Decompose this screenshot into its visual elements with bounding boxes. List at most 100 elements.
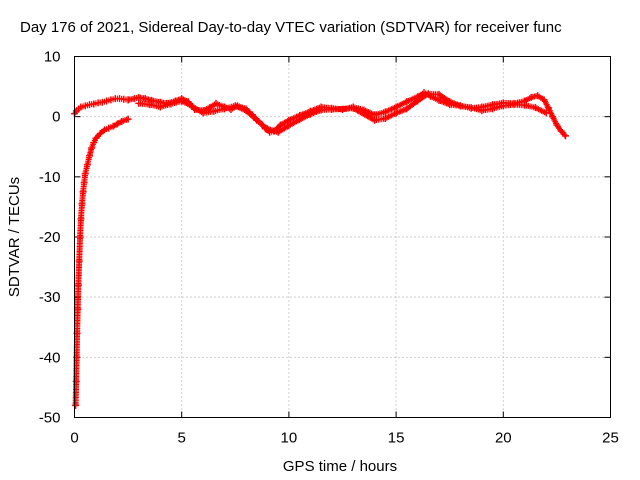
y-tick-label: -50 (39, 410, 61, 427)
data-point (231, 102, 239, 110)
x-tick-label: 5 (178, 430, 186, 447)
data-point (435, 96, 443, 104)
data-point (92, 134, 100, 142)
data-point (135, 93, 143, 101)
data-point (75, 257, 83, 265)
data-point (544, 104, 552, 112)
data-point (135, 99, 143, 107)
data-point (79, 188, 87, 196)
data-point (212, 99, 220, 107)
data-point (371, 116, 379, 124)
data-point (467, 104, 475, 112)
data-point (156, 103, 164, 111)
data-point (276, 121, 284, 129)
data-point (540, 96, 548, 104)
data-point (553, 121, 561, 129)
data-point (296, 116, 304, 124)
series-group (135, 90, 550, 136)
data-point (80, 179, 88, 187)
data-point (381, 114, 389, 122)
data-point (107, 96, 115, 104)
data-point (446, 98, 454, 106)
data-point (456, 102, 464, 110)
data-point (392, 109, 400, 117)
data-point (542, 109, 550, 117)
data-point (381, 108, 389, 116)
data-point (124, 115, 132, 123)
data-point (88, 144, 96, 152)
series-group (72, 115, 132, 409)
data-point (521, 101, 529, 109)
data-point (77, 215, 85, 223)
data-point (527, 93, 535, 101)
data-point (86, 152, 94, 160)
data-point (274, 128, 282, 136)
data-point (77, 103, 85, 111)
data-point (510, 101, 518, 109)
data-point (435, 90, 443, 98)
grid (74, 56, 611, 418)
x-tick-label: 0 (70, 430, 78, 447)
data-point (221, 105, 229, 113)
data-point (90, 139, 98, 147)
plot-frame (74, 56, 611, 418)
data-point (76, 233, 84, 241)
x-tick-label: 20 (495, 430, 512, 447)
data-point (210, 107, 218, 115)
x-axis-label: GPS time / hours (283, 458, 397, 475)
y-tick-label: -20 (39, 229, 61, 246)
y-tick-label: -30 (39, 289, 61, 306)
data-series (71, 89, 569, 409)
x-tick-label: 10 (281, 430, 298, 447)
data-point (561, 132, 569, 140)
data-point (96, 130, 104, 138)
data-point (253, 116, 261, 124)
data-point (263, 125, 271, 133)
data-point (74, 305, 82, 313)
data-point (557, 127, 565, 135)
x-tick-label: 25 (602, 430, 619, 447)
data-point (78, 200, 86, 208)
data-point (317, 106, 325, 114)
data-point (489, 105, 497, 113)
data-point (113, 120, 121, 128)
data-point (81, 102, 89, 110)
data-point (285, 122, 293, 130)
data-point (146, 101, 154, 109)
data-point (83, 161, 91, 169)
data-point (74, 281, 82, 289)
data-point (103, 97, 111, 105)
data-point (499, 102, 507, 110)
y-axis-label: SDTVAR / TECUs (6, 177, 23, 297)
data-point (167, 100, 175, 108)
data-point (109, 122, 117, 130)
data-point (403, 98, 411, 106)
data-point (72, 377, 80, 385)
data-point (392, 103, 400, 111)
data-point (414, 97, 422, 105)
data-point (403, 105, 411, 113)
data-point (188, 102, 196, 110)
data-point (328, 105, 336, 113)
data-point (72, 401, 80, 409)
data-point (124, 96, 132, 104)
data-point (105, 124, 113, 132)
data-point (131, 95, 139, 103)
data-point (141, 95, 149, 103)
y-tick-label: -10 (39, 169, 61, 186)
x-tick-label: 15 (388, 430, 405, 447)
data-point (360, 106, 368, 114)
data-point (90, 100, 98, 108)
y-tick-label: 0 (52, 109, 60, 126)
data-point (206, 104, 214, 112)
data-point (424, 90, 432, 98)
data-point (242, 107, 250, 115)
data-point (306, 110, 314, 118)
data-point (118, 117, 126, 125)
data-point (81, 170, 89, 178)
data-point (101, 126, 109, 134)
data-point (98, 98, 106, 106)
data-point (478, 107, 486, 115)
